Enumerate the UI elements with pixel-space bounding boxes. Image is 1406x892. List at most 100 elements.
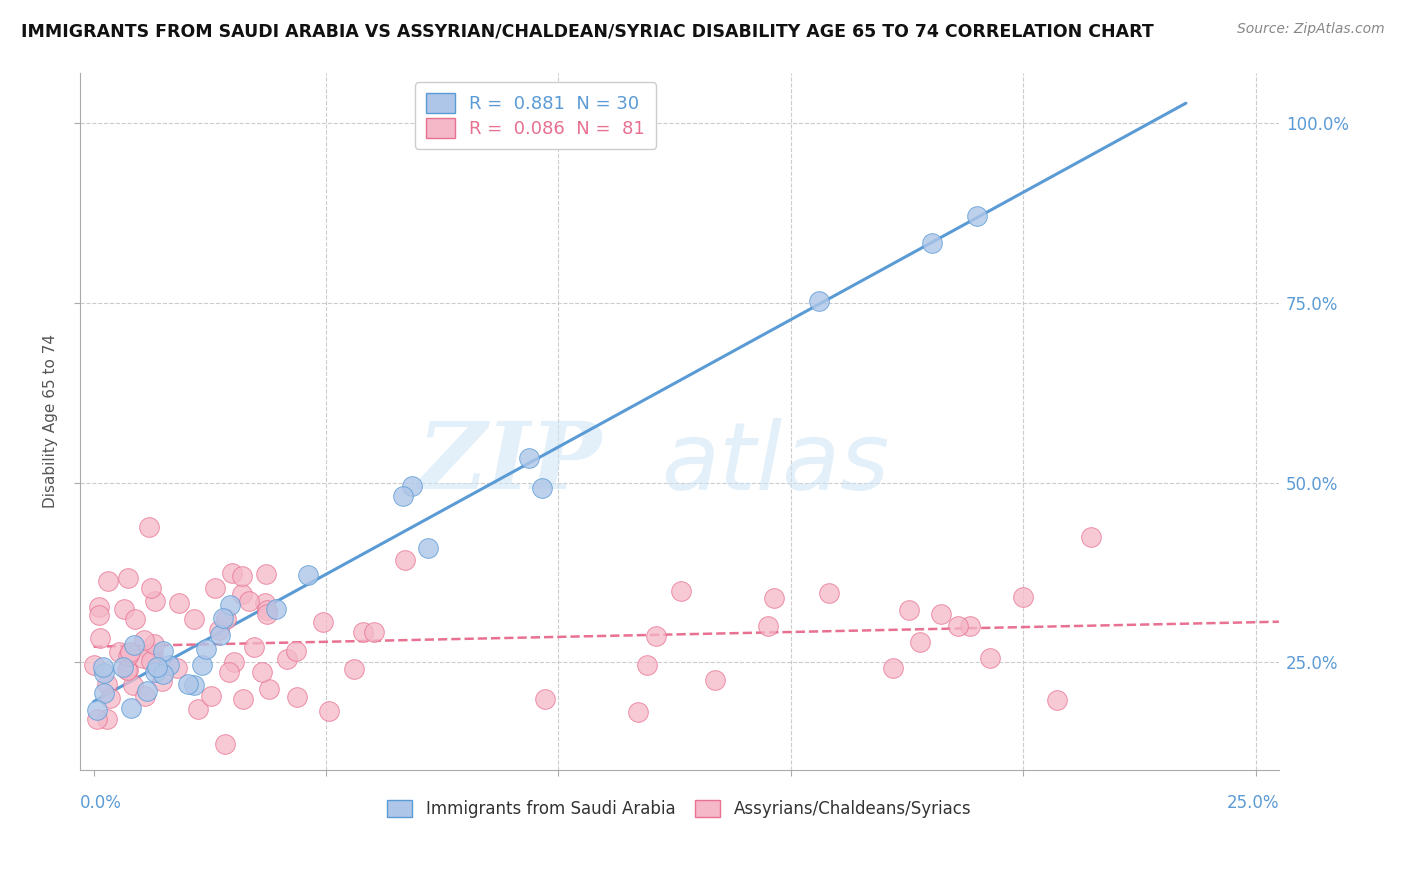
Point <box>284 643 307 657</box>
Point <box>89 632 111 646</box>
Point <box>250 665 273 679</box>
Point <box>112 660 135 674</box>
Point <box>139 654 162 668</box>
Point <box>756 618 779 632</box>
Point <box>142 646 165 660</box>
Point <box>1046 693 1069 707</box>
Point <box>946 619 969 633</box>
Point <box>266 601 288 615</box>
Point <box>231 569 253 583</box>
Point <box>150 674 173 689</box>
Point <box>231 587 253 601</box>
Point <box>117 648 139 663</box>
Point <box>1012 590 1035 604</box>
Point <box>93 686 115 700</box>
Point <box>882 661 904 675</box>
Point <box>966 209 988 223</box>
Point <box>134 689 156 703</box>
Point <box>297 568 319 582</box>
Point <box>897 603 920 617</box>
Point <box>531 481 554 495</box>
Point <box>232 692 254 706</box>
Point <box>177 677 200 691</box>
Point <box>242 640 264 654</box>
Point <box>256 603 278 617</box>
Point <box>929 607 952 621</box>
Y-axis label: Disability Age 65 to 74: Disability Age 65 to 74 <box>44 334 58 508</box>
Point <box>91 660 114 674</box>
Point <box>209 628 232 642</box>
Point <box>312 615 335 630</box>
Point <box>112 601 135 615</box>
Point <box>183 612 205 626</box>
Point <box>352 624 374 639</box>
Point <box>166 661 188 675</box>
Point <box>219 599 242 613</box>
Point <box>671 583 693 598</box>
Text: ZIP: ZIP <box>418 418 602 508</box>
Point <box>191 658 214 673</box>
Point <box>762 591 785 605</box>
Point <box>120 700 142 714</box>
Point <box>921 235 943 250</box>
Point <box>534 692 557 706</box>
Point <box>124 612 146 626</box>
Point <box>157 658 180 673</box>
Legend: Immigrants from Saudi Arabia, Assyrians/Chaldeans/Syriacs: Immigrants from Saudi Arabia, Assyrians/… <box>381 793 979 824</box>
Point <box>97 574 120 588</box>
Point <box>1080 530 1102 544</box>
Text: 25.0%: 25.0% <box>1226 795 1279 813</box>
Point <box>83 658 105 673</box>
Point <box>418 541 440 555</box>
Point <box>132 650 155 665</box>
Point <box>644 629 666 643</box>
Point <box>86 712 108 726</box>
Point <box>142 637 165 651</box>
Point <box>145 594 167 608</box>
Point <box>343 663 366 677</box>
Point <box>908 635 931 649</box>
Point <box>318 705 340 719</box>
Text: IMMIGRANTS FROM SAUDI ARABIA VS ASSYRIAN/CHALDEAN/SYRIAC DISABILITY AGE 65 TO 74: IMMIGRANTS FROM SAUDI ARABIA VS ASSYRIAN… <box>21 22 1154 40</box>
Point <box>363 624 385 639</box>
Point <box>959 619 981 633</box>
Point <box>141 647 163 661</box>
Point <box>394 552 416 566</box>
Point <box>152 644 174 658</box>
Point <box>808 293 831 308</box>
Point <box>135 684 157 698</box>
Point <box>138 520 160 534</box>
Point <box>218 665 240 679</box>
Point <box>212 610 235 624</box>
Point <box>145 660 167 674</box>
Point <box>96 677 118 691</box>
Point <box>517 450 540 465</box>
Point <box>87 599 110 614</box>
Point <box>208 624 231 638</box>
Point <box>183 678 205 692</box>
Point <box>152 666 174 681</box>
Point <box>96 712 118 726</box>
Point <box>254 566 277 581</box>
Point <box>276 652 298 666</box>
Point <box>238 594 260 608</box>
Point <box>818 586 841 600</box>
Point <box>167 596 190 610</box>
Point <box>200 689 222 703</box>
Point <box>121 678 143 692</box>
Point <box>214 737 236 751</box>
Point <box>107 645 129 659</box>
Point <box>93 666 115 681</box>
Point <box>979 650 1001 665</box>
Point <box>118 644 141 658</box>
Text: 0.0%: 0.0% <box>80 795 121 813</box>
Point <box>285 690 308 705</box>
Point <box>194 642 217 657</box>
Point <box>100 691 122 706</box>
Point <box>117 571 139 585</box>
Point <box>204 581 226 595</box>
Point <box>215 612 238 626</box>
Point <box>256 607 278 621</box>
Point <box>627 705 650 719</box>
Point <box>86 703 108 717</box>
